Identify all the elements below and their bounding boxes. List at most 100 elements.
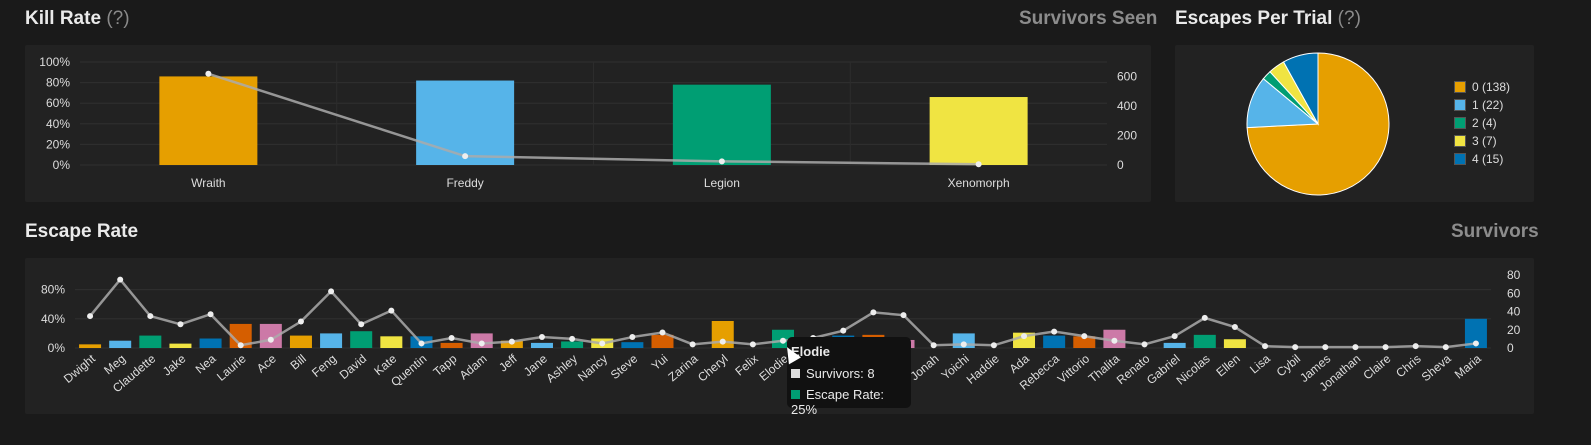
tooltip-survivors-row: Survivors: 8 (791, 366, 875, 381)
survivors-point (1231, 324, 1238, 331)
escapes-per-trial-panel (1175, 45, 1534, 202)
x-tick-label: Laurie (214, 351, 249, 383)
x-tick-label: Maria (1452, 351, 1484, 381)
survivors-point (960, 341, 967, 348)
x-tick-label: Legion (704, 176, 740, 190)
survivors-point (237, 342, 244, 349)
legend-swatch (1454, 153, 1466, 165)
survivors-seen-point (462, 153, 469, 160)
bar-bill (289, 335, 312, 348)
pie-slice (1282, 52, 1319, 126)
legend-item[interactable]: 3 (7) (1454, 132, 1510, 150)
bar-rebecca (1043, 335, 1066, 348)
tooltip-escape-row: Escape Rate: 25% (791, 387, 911, 417)
kill-rate-help-link[interactable]: (?) (106, 8, 130, 29)
kill-rate-title-text: Kill Rate (25, 8, 102, 29)
y-left-tick-label: 40% (46, 117, 70, 131)
kill-rate-chart: 100% 80% 60% 40% 20% 0% 600 400 200 0 Wraith Freddy… (39, 55, 1137, 190)
legend-label: 2 (4) (1472, 116, 1497, 130)
x-tick-label: Ashley (543, 352, 580, 386)
survivors-point (599, 340, 606, 347)
x-tick-label: Bill (288, 352, 309, 373)
bar-vittorio (1073, 336, 1096, 348)
survivors-point (659, 329, 666, 336)
tooltip-survivors-swatch (791, 369, 800, 378)
survivors-point (508, 338, 515, 345)
survivors-point (418, 340, 425, 347)
x-tick-label: Jake (160, 351, 189, 378)
legend-item[interactable]: 2 (4) (1454, 114, 1510, 132)
survivors-point (1292, 344, 1299, 351)
survivors-point (358, 321, 365, 328)
escapes-per-trial-help-link[interactable]: (?) (1337, 8, 1361, 29)
y-left-tick-label: 80% (41, 283, 65, 297)
bar-meg (109, 340, 132, 348)
x-tick-label: Nancy (575, 352, 610, 385)
escape-rate-title: Escape Rate (25, 221, 139, 242)
legend-swatch (1454, 135, 1466, 147)
survivors-point (749, 341, 756, 348)
bar-steve (621, 342, 644, 348)
bar-jane (530, 342, 553, 348)
legend-swatch (1454, 81, 1466, 93)
survivors-point (388, 307, 395, 314)
survivors-point (1141, 341, 1148, 348)
bar-nea (199, 338, 222, 348)
bar-ashley (561, 341, 584, 348)
legend-swatch (1454, 99, 1466, 111)
survivors-point (1051, 328, 1058, 335)
y-left-tick-label: 80% (46, 76, 70, 90)
survivors-point (990, 342, 997, 349)
x-tick-label: Tapp (431, 351, 460, 379)
survivors-point (629, 334, 636, 341)
y-left-tick-label: 20% (46, 137, 70, 151)
survivors-point (1382, 344, 1389, 351)
legend-item[interactable]: 4 (15) (1454, 150, 1510, 168)
tooltip-escape-text: Escape Rate: 25% (791, 387, 885, 417)
legend-label: 3 (7) (1472, 134, 1497, 148)
tooltip-escape-swatch (791, 390, 800, 399)
bar-gabriel (1163, 342, 1186, 348)
x-tick-label: Lisa (1247, 351, 1273, 376)
survivors-point (900, 312, 907, 319)
survivors-point (840, 327, 847, 334)
x-tick-label: Feng (309, 352, 339, 380)
survivors-point (1322, 344, 1329, 351)
y-left-tick-label: 100% (39, 55, 70, 69)
x-tick-label: Adam (457, 352, 490, 383)
bar-dwight (79, 344, 102, 348)
escapes-pie-chart (1246, 52, 1390, 196)
y-right-tick-label: 60 (1507, 286, 1521, 300)
x-tick-label: Sheva (1419, 351, 1454, 384)
survivors-point (478, 340, 485, 347)
survivors-point (538, 334, 545, 341)
x-tick-label: Dwight (61, 351, 99, 386)
y-left-tick-label: 60% (46, 96, 70, 110)
y-left-tick-label: 0% (48, 341, 66, 355)
escape-rate-panel: 80% 40% 0% 80 60 40 20 0 Dwight Meg Claudette Jake N… (25, 258, 1534, 414)
bar-legion (672, 84, 771, 165)
y-right-tick-label: 0 (1507, 341, 1514, 355)
bar-yui (651, 334, 674, 348)
x-tick-label: David (337, 352, 370, 382)
legend-item[interactable]: 1 (22) (1454, 96, 1510, 114)
bar-tapp (440, 342, 463, 348)
chart-tooltip: Elodie Survivors: 8 Escape Rate: 25% (787, 337, 911, 417)
survivors-point (780, 337, 786, 344)
survivors-point (448, 334, 455, 341)
bar-wraith (159, 76, 258, 165)
legend-item[interactable]: 0 (138) (1454, 78, 1510, 96)
survivors-point (1021, 333, 1028, 340)
x-tick-label: Cheryl (695, 352, 731, 385)
escapes-per-trial-title-text: Escapes Per Trial (1175, 8, 1333, 29)
survivors-point (569, 335, 576, 342)
survivors-point (87, 313, 94, 320)
bar-nicolas (1193, 334, 1216, 348)
survivors-point (1171, 333, 1178, 340)
bar-ellen (1223, 339, 1246, 348)
pie-legend: 0 (138) 1 (22) 2 (4) 3 (7) 4 (15) (1454, 78, 1510, 168)
x-tick-label: Vittorio (1055, 351, 1093, 386)
bar-jake (169, 343, 192, 348)
survivors-point (267, 336, 274, 343)
